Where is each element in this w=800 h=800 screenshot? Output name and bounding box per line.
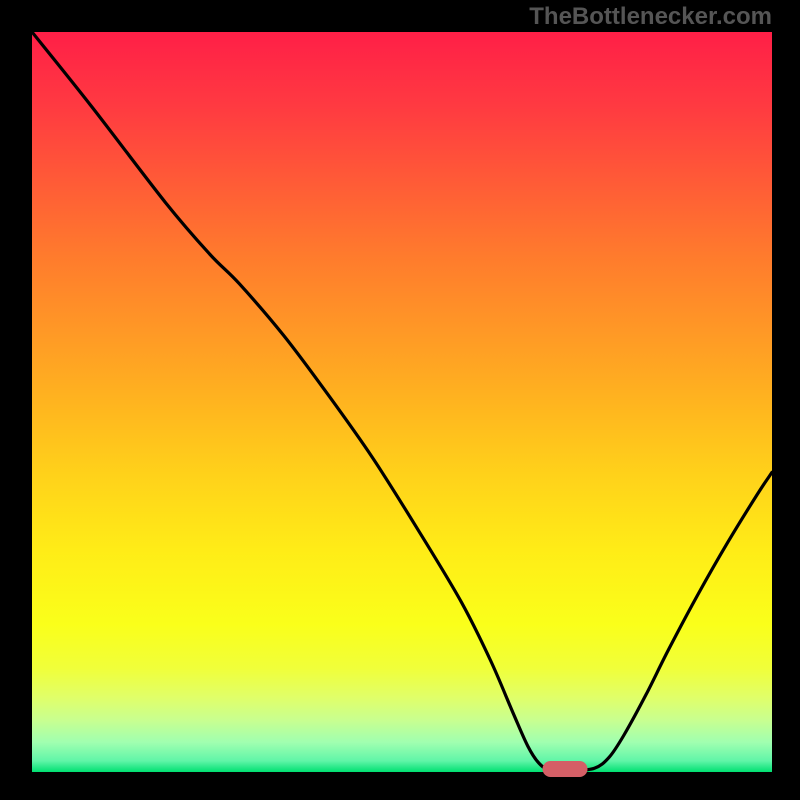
bottleneck-curve [32, 32, 772, 772]
curve-path [32, 32, 772, 771]
optimal-marker [542, 761, 587, 777]
chart-plot-area [32, 32, 772, 772]
watermark-text: TheBottlenecker.com [529, 3, 772, 31]
